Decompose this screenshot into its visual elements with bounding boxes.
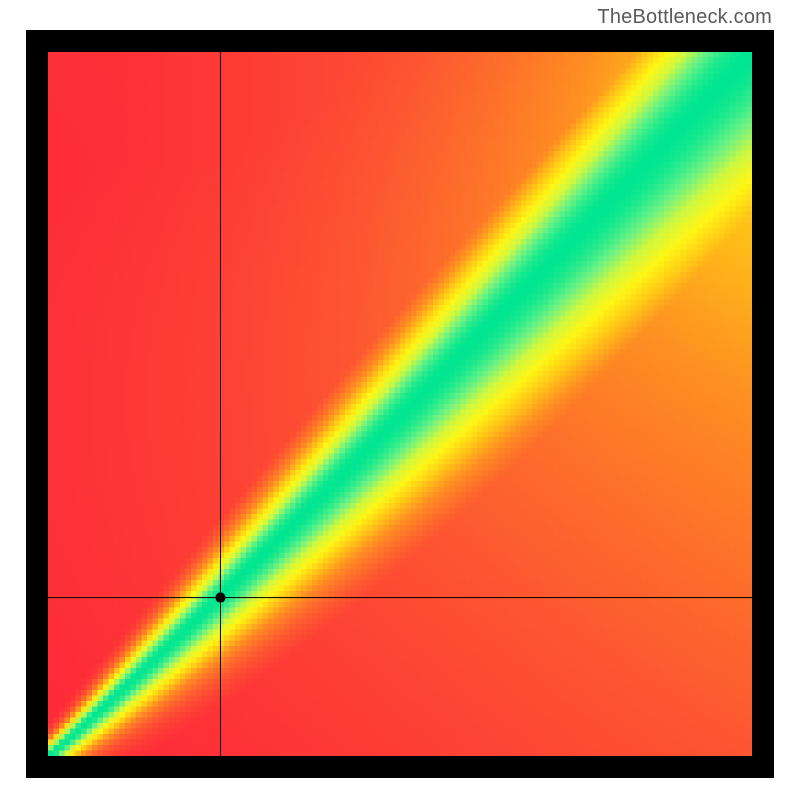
chart-container: TheBottleneck.com [0,0,800,800]
watermark-text: TheBottleneck.com [597,6,772,29]
bottleneck-heatmap [0,0,800,800]
